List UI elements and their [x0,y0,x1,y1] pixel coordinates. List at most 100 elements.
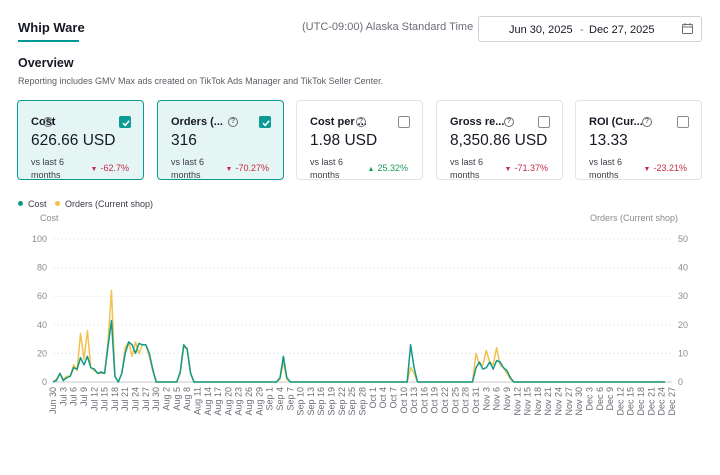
metric-checkbox[interactable] [677,116,689,128]
metric-value: 8,350.86 USD [450,132,548,149]
metric-compare-label: vs last 6 months [450,157,484,180]
y-right-tick-label: 50 [678,234,688,244]
x-tick-label: Oct 25 [450,387,460,414]
x-tick-label: Sep 7 [285,387,295,411]
metric-checkbox[interactable] [119,116,131,128]
x-tick-label: Dec 3 [584,387,594,411]
y-right-axis-title: Orders (Current shop) [589,213,678,223]
x-tick-label: Sep 28 [358,387,368,416]
metric-card-0[interactable]: Cost? 626.66 USD vs last 6 months ▼ -62.7% [17,100,144,180]
arrow-down-icon: ▼ [90,166,98,173]
metric-value: 626.66 USD [31,132,116,149]
x-tick-label: Jul 21 [120,387,130,411]
help-icon[interactable]: ? [642,117,652,127]
metric-change-value: -62.7% [100,163,129,173]
date-separator: - [580,24,584,36]
help-icon[interactable]: ? [228,117,238,127]
y-left-tick-label: 60 [37,291,47,301]
metric-compare-label: vs last 6 months [310,157,344,180]
x-tick-label: Dec 24 [657,387,667,416]
y-right-tick-label: 0 [678,377,683,387]
x-tick-label: Oct 7 [388,387,398,409]
x-tick-label: Oct 31 [471,387,481,414]
metric-value: 13.33 [589,132,628,149]
x-tick-label: Nov 9 [502,387,512,411]
x-tick-label: Sep 10 [296,387,306,416]
metric-card-3[interactable]: Gross re...? 8,350.86 USD vs last 6 months… [436,100,563,180]
check-icon [122,120,130,127]
top-bar: Whip Ware (UTC-09:00) Alaska Standard Ti… [0,0,720,46]
x-tick-label: Jul 24 [131,387,141,411]
x-tick-label: Dec 9 [605,387,615,411]
arrow-down-icon: ▼ [504,166,512,173]
x-tick-label: Sep 13 [306,387,316,416]
tab-active-indicator [18,40,79,42]
metric-change-value: -23.21% [653,163,687,173]
x-tick-label: Nov 12 [512,387,522,416]
x-tick-label: Jul 30 [151,387,161,411]
x-tick-label: Sep 19 [327,387,337,416]
x-tick-label: Oct 13 [409,387,419,414]
calendar-icon[interactable] [681,22,694,35]
x-tick-label: Oct 10 [399,387,409,414]
x-tick-label: Oct 22 [440,387,450,414]
metric-label: Orders (... [171,116,223,128]
metric-compare-label: vs last 6 months [31,157,65,180]
date-range-picker[interactable]: Jun 30, 2025 - Dec 27, 2025 [478,16,702,42]
x-tick-label: Oct 16 [419,387,429,414]
metric-checkbox[interactable] [538,116,550,128]
x-tick-label: Oct 19 [430,387,440,414]
metric-card-1[interactable]: Orders (...? 316 vs last 6 months ▼ -70.27% [157,100,284,180]
x-tick-label: Nov 27 [564,387,574,416]
y-right-tick-label: 30 [678,291,688,301]
x-tick-label: Jul 15 [100,387,110,411]
x-tick-label: Jul 6 [69,387,79,406]
metric-value: 1.98 USD [310,132,378,149]
metric-card-4[interactable]: ROI (Cur...? 13.33 vs last 6 months ▼ -23.21… [575,100,702,180]
legend-label-orders: Orders (Current shop) [65,199,154,209]
x-tick-label: Dec 15 [626,387,636,416]
metric-label: ROI (Cur... [589,116,643,128]
y-left-tick-label: 0 [42,377,47,387]
date-end: Dec 27, 2025 [589,24,655,36]
x-tick-label: Jul 3 [58,387,68,406]
x-tick-label: Jul 18 [110,387,120,411]
legend-item-orders[interactable]: Orders (Current shop) [55,199,153,209]
x-tick-label: Aug 14 [203,387,213,416]
metric-checkbox[interactable] [398,116,410,128]
legend-dot-orders [55,201,60,206]
metric-checkbox[interactable] [259,116,271,128]
shop-tab[interactable]: Whip Ware [18,20,85,35]
x-tick-label: Aug 26 [244,387,254,416]
x-tick-label: Nov 3 [481,387,491,411]
y-left-tick-label: 80 [37,263,47,273]
x-tick-label: Aug 17 [213,387,223,416]
x-tick-label: Dec 18 [636,387,646,416]
x-tick-label: Oct 28 [461,387,471,414]
x-tick-label: Aug 20 [223,387,233,416]
metric-change: ▼ -70.27% [226,163,269,173]
y-right-tick-label: 20 [678,320,688,330]
y-right-tick-label: 40 [678,263,688,273]
x-tick-label: Jun 30 [48,387,58,414]
legend-item-cost[interactable]: Cost [18,199,47,209]
x-tick-label: Dec 12 [615,387,625,416]
x-tick-label: Oct 4 [378,387,388,409]
arrow-up-icon: ▲ [367,166,375,173]
x-tick-label: Sep 1 [265,387,275,411]
x-tick-label: Sep 25 [347,387,357,416]
help-icon[interactable]: ? [43,117,53,127]
y-left-tick-label: 20 [37,348,47,358]
metric-label: Cost per ... [310,116,367,128]
overview-title: Overview [18,56,74,70]
x-tick-label: Jul 12 [89,387,99,411]
help-icon[interactable]: ? [504,117,514,127]
overview-subtitle: Reporting includes GMV Max ads created o… [18,76,384,86]
metric-change-value: 25.32% [377,163,408,173]
x-tick-label: Nov 24 [554,387,564,416]
metric-card-2[interactable]: Cost per ...? 1.98 USD vs last 6 months ▲ 25… [296,100,423,180]
x-tick-label: Aug 8 [182,387,192,411]
help-icon[interactable]: ? [356,117,366,127]
x-tick-label: Aug 23 [234,387,244,416]
